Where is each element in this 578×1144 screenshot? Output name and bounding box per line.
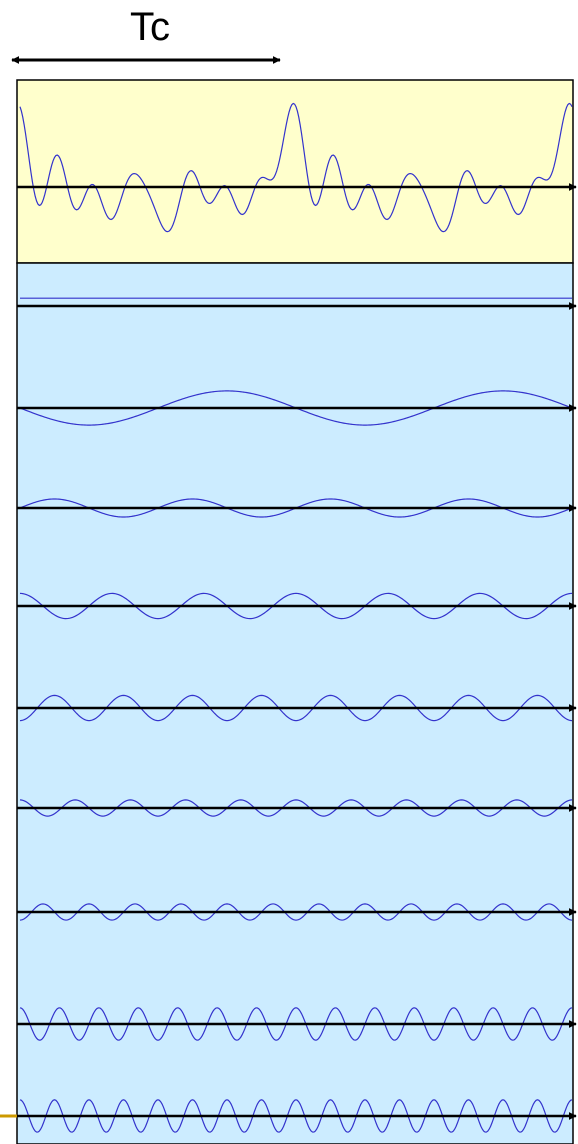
composite-signal-wave [19, 102, 573, 233]
harmonic-4-wave [19, 694, 573, 722]
harmonic-5-wave [19, 799, 573, 817]
signal-panel [16, 79, 574, 264]
harmonic-8-wave [19, 1099, 573, 1133]
harmonic-7-wave [19, 1007, 573, 1041]
harmonics-panel [16, 262, 574, 1144]
waves-group [17, 102, 577, 1133]
harmonic-6-wave [19, 903, 573, 921]
period-label: Tc [130, 5, 170, 49]
harmonic-3-wave [19, 592, 573, 620]
